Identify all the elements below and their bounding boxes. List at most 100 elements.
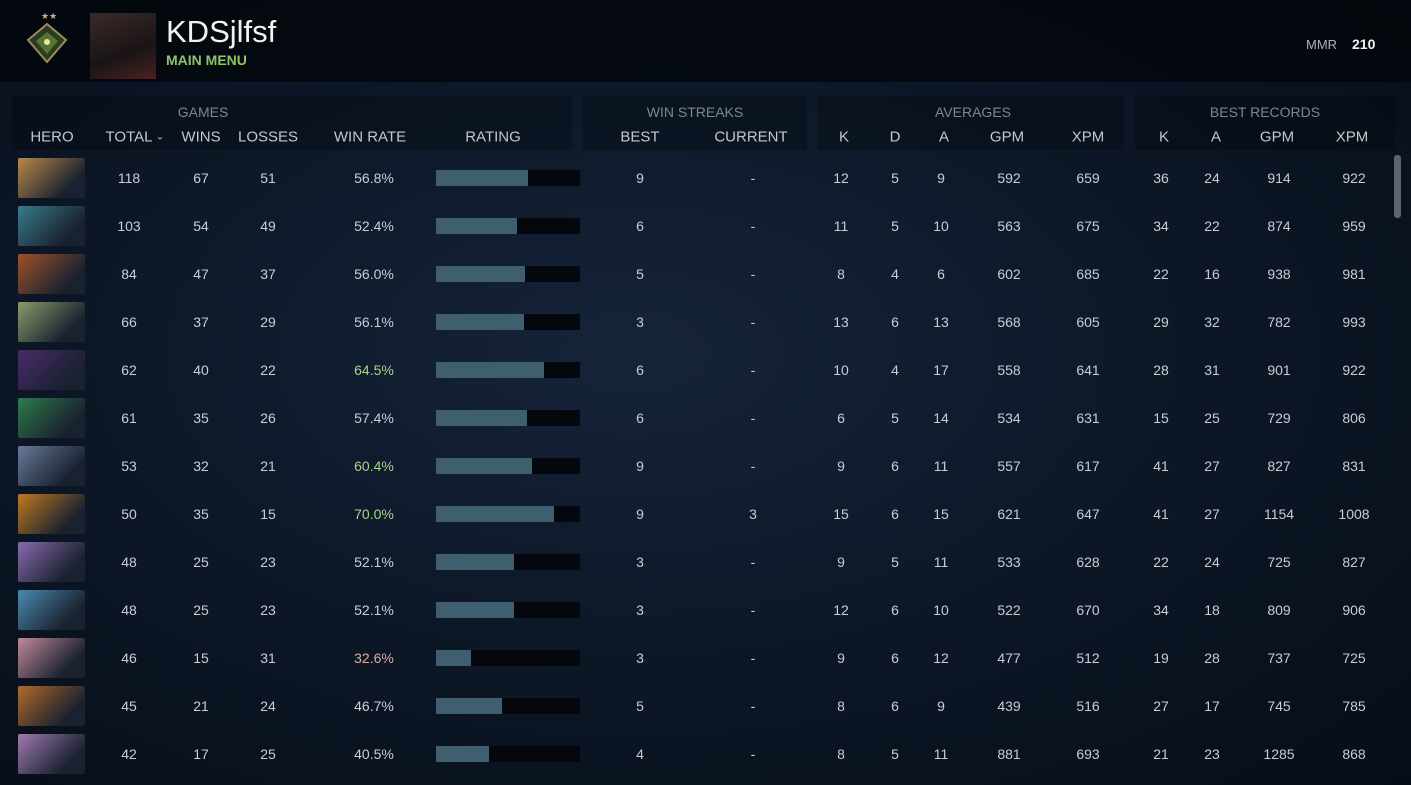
group-header: BEST RECORDS xyxy=(1209,104,1321,120)
stat-cell: 118 xyxy=(117,170,141,186)
stat-cell: 8 xyxy=(837,266,845,282)
stat-cell: 9 xyxy=(636,506,644,522)
stat-cell: 21 xyxy=(260,458,276,474)
stat-cell: 621 xyxy=(997,506,1021,522)
rating-bar xyxy=(436,746,490,762)
stat-cell: 4 xyxy=(891,266,899,282)
stat-cell: 66 xyxy=(121,314,137,330)
win-rate: 46.7% xyxy=(354,698,394,714)
stat-cell: 46 xyxy=(121,650,137,666)
rating-bar xyxy=(436,170,529,186)
stat-cell: 617 xyxy=(1076,458,1100,474)
stat-cell: 36 xyxy=(1153,170,1169,186)
stat-cell: 28 xyxy=(1204,650,1220,666)
stat-cell: 11 xyxy=(933,458,949,474)
stat-cell: 1008 xyxy=(1338,506,1370,522)
column-header: K xyxy=(838,128,850,146)
stat-cell: 50 xyxy=(121,506,137,522)
column-header: CURRENT xyxy=(714,128,788,146)
main-menu-link[interactable]: MAIN MENU xyxy=(166,52,247,68)
stat-cell: 6 xyxy=(636,362,644,378)
group-header: WIN STREAKS xyxy=(646,104,744,120)
avatar xyxy=(90,13,156,79)
group-panel xyxy=(818,96,1124,150)
stat-cell: 53 xyxy=(121,458,137,474)
stat-cell: 9 xyxy=(636,458,644,474)
header-bar xyxy=(0,0,1411,82)
stat-cell: 647 xyxy=(1076,506,1100,522)
stat-cell: 3 xyxy=(636,650,644,666)
svg-text:★★: ★★ xyxy=(41,11,57,21)
rating-bar xyxy=(436,266,526,282)
stat-cell: 11 xyxy=(933,554,949,570)
stat-cell: 592 xyxy=(997,170,1021,186)
rating-bar xyxy=(436,362,544,378)
stat-cell: 34 xyxy=(1153,602,1169,618)
stat-cell: 23 xyxy=(260,602,276,618)
stat-cell: 31 xyxy=(260,650,276,666)
rank-medal: ★★ xyxy=(26,11,68,64)
stat-cell: 41 xyxy=(1153,458,1169,474)
hero-portrait xyxy=(18,734,85,774)
column-header: D xyxy=(889,128,901,146)
stat-cell: 13 xyxy=(833,314,849,330)
stat-cell: 29 xyxy=(1153,314,1169,330)
win-rate: 52.1% xyxy=(354,554,394,570)
stat-cell: 1154 xyxy=(1263,506,1295,522)
stat-cell: 914 xyxy=(1267,170,1291,186)
rating-bar xyxy=(436,602,514,618)
stat-cell: 558 xyxy=(997,362,1021,378)
stat-cell: 24 xyxy=(1204,554,1220,570)
win-rate: 64.5% xyxy=(354,362,394,378)
stat-cell: 522 xyxy=(997,602,1021,618)
stat-cell: 3 xyxy=(749,506,757,522)
stat-cell: 477 xyxy=(997,650,1021,666)
stat-cell: 745 xyxy=(1267,698,1291,714)
stat-cell: 827 xyxy=(1267,458,1291,474)
mmr-value: 210 xyxy=(1352,36,1376,52)
hero-portrait xyxy=(18,398,85,438)
stat-cell: 19 xyxy=(1153,650,1169,666)
stat-cell: 5 xyxy=(636,266,644,282)
stat-cell: 29 xyxy=(260,314,276,330)
column-header: GPM xyxy=(989,128,1025,146)
stat-cell: 563 xyxy=(997,218,1021,234)
stat-cell: 14 xyxy=(933,410,949,426)
stat-cell: - xyxy=(750,362,756,378)
column-header: GPM xyxy=(1259,128,1295,146)
hero-portrait xyxy=(18,206,85,246)
stat-cell: 26 xyxy=(260,410,276,426)
column-header: A xyxy=(1210,128,1222,146)
stat-cell: 28 xyxy=(1153,362,1169,378)
stat-cell: 725 xyxy=(1342,650,1366,666)
stat-cell: 534 xyxy=(997,410,1021,426)
stat-cell: - xyxy=(750,314,756,330)
stat-cell: 21 xyxy=(1153,746,1169,762)
rating-track xyxy=(436,650,580,666)
stat-cell: 6 xyxy=(636,410,644,426)
stat-cell: 11 xyxy=(833,218,849,234)
scrollbar[interactable] xyxy=(1394,155,1401,218)
stat-cell: 12 xyxy=(933,650,949,666)
stat-cell: 61 xyxy=(121,410,137,426)
stat-cell: 49 xyxy=(260,218,276,234)
stat-cell: 27 xyxy=(1204,458,1220,474)
stat-cell: 782 xyxy=(1267,314,1291,330)
player-name: KDSjlfsf xyxy=(166,14,277,49)
group-header: AVERAGES xyxy=(935,104,1011,120)
stat-cell: 5 xyxy=(891,746,899,762)
win-rate: 40.5% xyxy=(354,746,394,762)
rating-bar xyxy=(436,218,517,234)
hero-portrait xyxy=(18,302,85,342)
stat-cell: 32 xyxy=(193,458,209,474)
rating-bar xyxy=(436,650,471,666)
stat-cell: 25 xyxy=(193,602,209,618)
stat-cell: 9 xyxy=(937,170,945,186)
stat-cell: 831 xyxy=(1342,458,1366,474)
stat-cell: 659 xyxy=(1076,170,1100,186)
rating-bar xyxy=(436,410,527,426)
stat-cell: 9 xyxy=(837,458,845,474)
stat-cell: 6 xyxy=(891,650,899,666)
stat-cell: 31 xyxy=(1204,362,1220,378)
stat-cell: 10 xyxy=(933,218,949,234)
